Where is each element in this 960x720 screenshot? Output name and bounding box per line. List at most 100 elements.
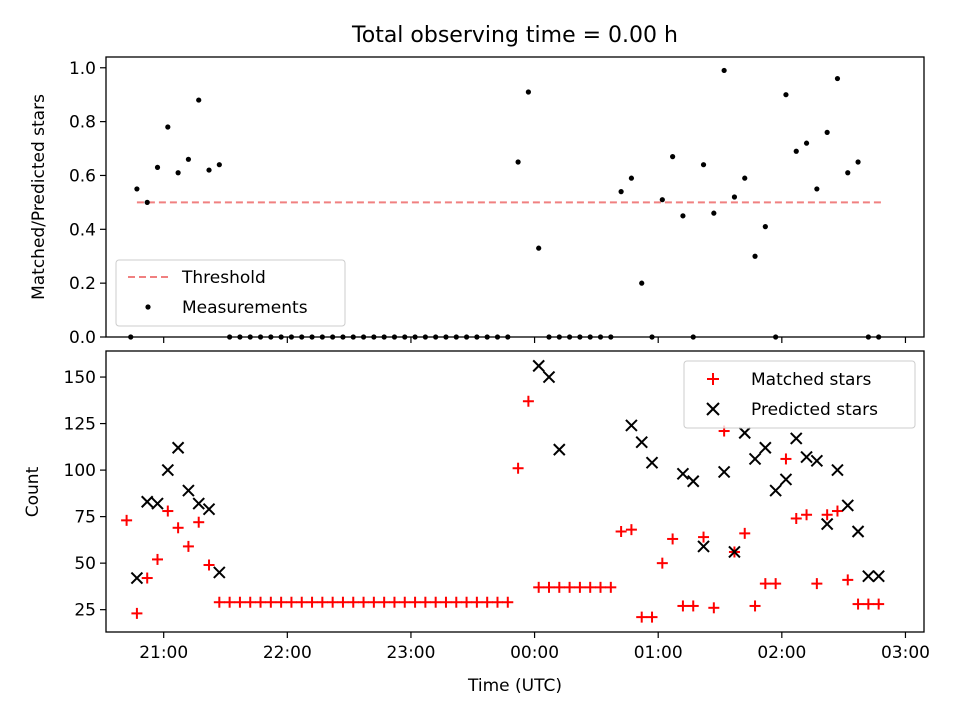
measurement-point <box>752 253 758 259</box>
matched-star-point <box>275 596 287 608</box>
predicted-star-point <box>790 432 803 445</box>
predicted-star-point <box>645 456 659 469</box>
predicted-star-stroke <box>676 467 690 481</box>
matched-star-point <box>244 596 256 608</box>
predicted-star-point <box>862 569 875 583</box>
top-ytick-label: 1.0 <box>69 59 96 79</box>
measurement-point <box>175 170 181 176</box>
measurement-point <box>762 224 768 230</box>
bottom-ylabel: Count <box>23 466 43 517</box>
predicted-star-stroke <box>645 456 659 469</box>
matched-star-point <box>265 596 277 608</box>
measurement-point <box>154 164 161 170</box>
top-marks <box>128 67 883 340</box>
matched-star-point <box>811 578 823 590</box>
matched-star-point <box>430 596 442 608</box>
measurement-point <box>855 159 861 165</box>
predicted-star-point <box>676 467 690 481</box>
bottom-ytick-label: 125 <box>64 415 96 435</box>
measurement-point <box>783 92 789 98</box>
measurement-point <box>845 170 851 176</box>
predicted-star-stroke <box>728 545 741 559</box>
matched-star-point <box>234 596 246 608</box>
predicted-star-stroke <box>810 454 824 468</box>
bottom-panel: 25 50 75 100 125 150 21:00 22:00 23:00 00:00 01:0… <box>23 350 930 696</box>
bottom-yticks: 25 50 75 100 125 150 <box>64 368 106 621</box>
predicted-star-point <box>841 499 854 512</box>
matched-star-point <box>471 596 483 608</box>
matched-star-point <box>646 611 658 623</box>
matched-star-point <box>553 581 565 593</box>
predicted-star-stroke <box>800 450 813 464</box>
bottom-legend: Matched stars Predicted stars <box>683 360 916 429</box>
matched-star-point <box>213 596 225 608</box>
predicted-star-stroke <box>542 370 556 384</box>
matched-star-point <box>296 596 308 608</box>
measurement-point <box>731 194 738 200</box>
matched-star-point <box>481 596 493 608</box>
matched-star-point <box>862 598 874 610</box>
matched-star-point <box>409 596 421 608</box>
predicted-star-point <box>553 443 566 456</box>
matched-star-point <box>821 509 833 521</box>
matched-star-point <box>615 526 627 538</box>
predicted-star-point <box>769 484 782 497</box>
matched-star-point <box>368 596 380 608</box>
matched-legend-label: Matched stars <box>751 370 871 390</box>
predicted-star-stroke <box>161 463 175 477</box>
matched-star-point <box>358 596 370 608</box>
matched-star-point <box>677 600 689 612</box>
matched-star-point <box>121 514 133 526</box>
predicted-star-stroke <box>769 484 782 497</box>
measurement-point <box>134 186 140 192</box>
predicted-star-stroke <box>182 484 195 497</box>
matched-star-point <box>749 600 761 612</box>
bottom-axes-frame <box>105 350 925 633</box>
matched-star-point <box>873 598 885 610</box>
matched-star-point <box>419 596 431 608</box>
predicted-star-point <box>161 463 175 477</box>
measurement-point <box>628 175 635 181</box>
predicted-star-point <box>831 463 844 477</box>
matched-star-point <box>842 574 854 586</box>
matched-star-point <box>533 581 545 593</box>
predicted-star-point <box>625 419 638 432</box>
predicted-star-stroke <box>790 432 803 445</box>
predicted-star-point <box>532 359 545 373</box>
predicted-star-stroke <box>130 571 144 585</box>
predicted-star-stroke <box>759 441 772 454</box>
predicted-star-point <box>851 525 865 538</box>
measurements-legend-label: Measurements <box>182 298 308 318</box>
measurement-point <box>165 124 171 130</box>
matched-star-point <box>605 581 617 593</box>
predicted-star-point <box>151 497 164 510</box>
predicted-star-stroke <box>831 463 844 477</box>
top-panel: 0.0 0.2 0.4 0.6 0.8 1.0 Matched/Predicted sta… <box>29 56 925 348</box>
xtick-label: 02:00 <box>757 643 806 663</box>
predicted-star-point <box>542 370 556 384</box>
predicted-legend-marker <box>706 402 720 416</box>
predicted-star-stroke <box>687 475 700 488</box>
matched-star-point <box>770 578 782 590</box>
top-ytick-label: 0.0 <box>69 328 96 348</box>
predicted-star-stroke <box>151 497 164 510</box>
predicted-star-point <box>820 517 834 531</box>
predicted-star-stroke <box>171 441 185 454</box>
matched-star-point <box>182 540 194 552</box>
matched-star-point <box>450 596 462 608</box>
predicted-star-stroke <box>820 517 834 531</box>
matched-star-point <box>327 596 339 608</box>
measurement-point <box>515 159 521 165</box>
xtick-label: 03:00 <box>881 643 930 663</box>
predicted-legend-label: Predicted stars <box>751 400 878 420</box>
measurement-point <box>721 67 727 74</box>
matched-star-point <box>461 596 473 608</box>
predicted-star-point <box>717 465 731 479</box>
matched-star-point <box>831 505 843 517</box>
matched-star-point <box>491 596 503 608</box>
matched-star-point <box>574 581 586 593</box>
measurement-point <box>814 186 820 192</box>
measurement-point <box>793 148 799 154</box>
top-ytick-label: 0.6 <box>69 166 96 186</box>
figure-title: Total observing time = 0.00 h <box>351 23 678 48</box>
